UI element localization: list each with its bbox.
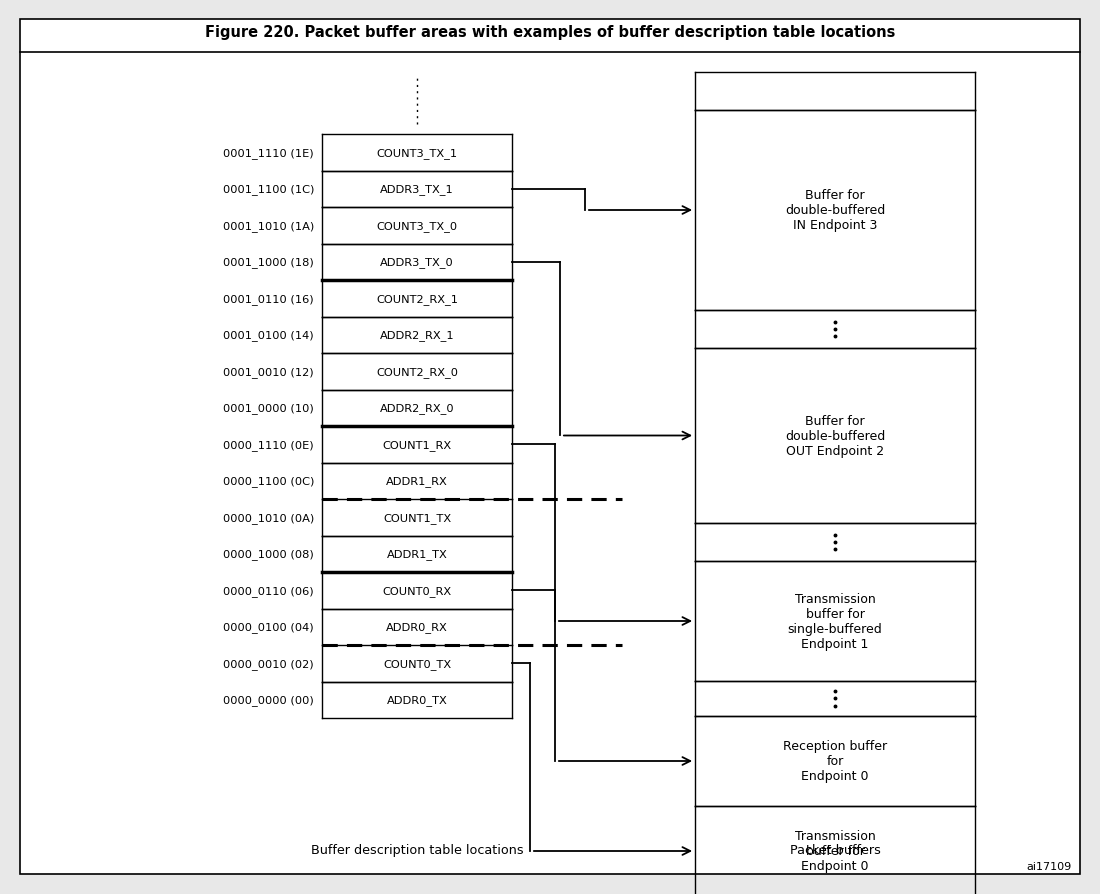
Text: 0001_0010 (12): 0001_0010 (12) (223, 367, 314, 377)
Text: ADDR3_TX_0: ADDR3_TX_0 (381, 257, 454, 268)
Text: 0001_1110 (1E): 0001_1110 (1E) (223, 148, 314, 158)
Text: COUNT3_TX_0: COUNT3_TX_0 (376, 221, 458, 232)
Text: ADDR1_TX: ADDR1_TX (386, 549, 448, 560)
Text: 0000_1110 (0E): 0000_1110 (0E) (223, 439, 314, 451)
Text: COUNT3_TX_1: COUNT3_TX_1 (376, 148, 458, 158)
Text: Transmission
buffer for
Endpoint 0: Transmission buffer for Endpoint 0 (794, 830, 876, 873)
Text: Packet buffers: Packet buffers (790, 844, 880, 856)
Text: COUNT0_TX: COUNT0_TX (383, 658, 451, 669)
Text: ADDR0_TX: ADDR0_TX (386, 695, 448, 705)
Text: 0001_0100 (14): 0001_0100 (14) (223, 330, 314, 341)
Text: ADDR2_RX_0: ADDR2_RX_0 (379, 403, 454, 414)
Text: 0001_1010 (1A): 0001_1010 (1A) (222, 221, 314, 232)
Text: 0001_0000 (10): 0001_0000 (10) (223, 403, 314, 414)
Text: 0001_0110 (16): 0001_0110 (16) (223, 293, 314, 304)
Text: Transmission
buffer for
single-buffered
Endpoint 1: Transmission buffer for single-buffered … (788, 593, 882, 650)
Text: Buffer description table locations: Buffer description table locations (310, 844, 524, 856)
Text: Buffer for
double-buffered
OUT Endpoint 2: Buffer for double-buffered OUT Endpoint … (785, 415, 886, 458)
Text: 0001_1100 (1C): 0001_1100 (1C) (222, 184, 314, 195)
Text: COUNT1_TX: COUNT1_TX (383, 512, 451, 523)
Text: 0000_1010 (0A): 0000_1010 (0A) (222, 512, 314, 523)
Text: COUNT2_RX_1: COUNT2_RX_1 (376, 293, 458, 304)
FancyBboxPatch shape (20, 20, 1080, 874)
Text: ADDR0_RX: ADDR0_RX (386, 621, 448, 632)
Text: Buffer for
double-buffered
IN Endpoint 3: Buffer for double-buffered IN Endpoint 3 (785, 190, 886, 232)
Text: 0001_1000 (18): 0001_1000 (18) (223, 257, 314, 268)
Text: COUNT0_RX: COUNT0_RX (383, 586, 452, 596)
Text: 0000_0010 (02): 0000_0010 (02) (223, 658, 314, 669)
Text: COUNT2_RX_0: COUNT2_RX_0 (376, 367, 458, 377)
Text: 0000_1100 (0C): 0000_1100 (0C) (222, 476, 314, 486)
Text: 0000_0110 (06): 0000_0110 (06) (223, 586, 314, 596)
Text: Reception buffer
for
Endpoint 0: Reception buffer for Endpoint 0 (783, 739, 887, 782)
Text: ai17109: ai17109 (1026, 861, 1072, 871)
Text: 0000_0100 (04): 0000_0100 (04) (223, 621, 314, 632)
Text: 0000_0000 (00): 0000_0000 (00) (223, 695, 314, 705)
Text: Figure 220. Packet buffer areas with examples of buffer description table locati: Figure 220. Packet buffer areas with exa… (205, 25, 895, 40)
Text: ADDR2_RX_1: ADDR2_RX_1 (379, 330, 454, 341)
Text: ADDR3_TX_1: ADDR3_TX_1 (381, 184, 454, 195)
Text: ADDR1_RX: ADDR1_RX (386, 476, 448, 486)
Text: 0000_1000 (08): 0000_1000 (08) (223, 549, 314, 560)
Text: COUNT1_RX: COUNT1_RX (383, 439, 452, 451)
